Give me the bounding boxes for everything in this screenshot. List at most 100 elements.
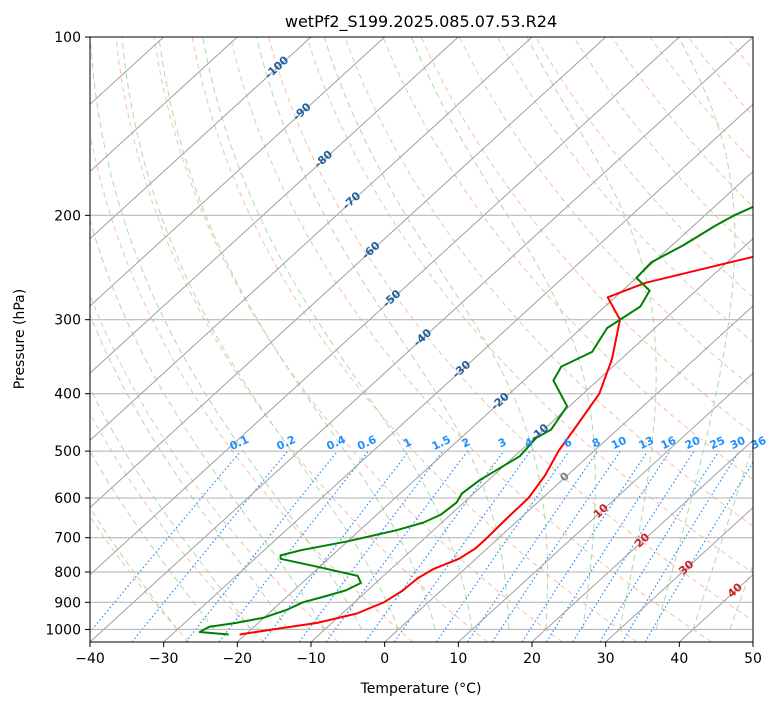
- x-tick-label: 40: [670, 651, 688, 667]
- x-tick-label: 0: [380, 651, 389, 667]
- mixing-ratio-line: [521, 450, 649, 642]
- y-axis: 100 200 300 400 500 600 700 800 900 1000: [45, 30, 90, 638]
- mixing-ratio-line: [218, 450, 369, 642]
- dry-adiabat: [611, 37, 753, 208]
- isotherm-label: -100: [262, 53, 291, 81]
- moist-adiabat: [90, 37, 363, 630]
- dry-adiabat: [649, 37, 753, 163]
- dry-adiabat: [90, 131, 414, 642]
- mixing-ratio-line: [435, 450, 570, 642]
- mixing-ratio-line: [572, 450, 695, 642]
- mixing-ratio-line: [545, 450, 671, 642]
- y-tick-label: 700: [54, 531, 81, 547]
- x-tick-label: 50: [744, 651, 762, 667]
- mixing-ratio-label: 1.5: [430, 433, 453, 453]
- y-tick-label: 300: [54, 313, 81, 329]
- y-tick-label: 100: [54, 30, 81, 46]
- isotherm-line: [457, 372, 753, 642]
- moist-adiabat: [526, 37, 657, 630]
- isotherm-line: [90, 37, 753, 642]
- dewpoint-line: [198, 205, 753, 636]
- isotherm-line: [90, 37, 459, 374]
- isotherm-line: [531, 439, 753, 642]
- mixing-ratio-label: 10: [609, 434, 629, 452]
- isotherm-line: [752, 641, 753, 642]
- mixing-ratio-line: [262, 450, 410, 642]
- isotherm-line: [90, 37, 312, 240]
- mixing-ratio-label: 20: [683, 434, 703, 452]
- mixing-ratio-line: [466, 450, 599, 642]
- isotherm-line: [163, 103, 753, 642]
- dry-adiabat: [687, 37, 753, 117]
- x-tick-label: −30: [149, 651, 179, 667]
- moist-adiabat: [411, 37, 596, 630]
- mixing-ratio-label: 8: [590, 435, 602, 450]
- mixing-ratio-line: [644, 461, 753, 642]
- moist-adiabat: [121, 37, 399, 630]
- dry-adiabat: [153, 37, 563, 642]
- moist-adiabat: [90, 313, 289, 630]
- moist-adiabat: [323, 37, 548, 630]
- dry-adiabat: [90, 293, 339, 642]
- x-tick-label: 20: [523, 651, 541, 667]
- dry-adiabat: [344, 37, 753, 527]
- mixing-ratio-label: 0.2: [275, 433, 298, 453]
- dry-adiabat: [726, 37, 753, 71]
- dry-adiabat: [90, 412, 264, 642]
- isotherm-line: [384, 305, 753, 642]
- mixing-ratio-label: 3: [496, 435, 508, 450]
- mixing-ratio-line: [621, 450, 740, 642]
- mixing-ratio-label: 13: [637, 434, 656, 452]
- chart-title: wetPf2_S199.2025.085.07.53.R24: [285, 12, 557, 32]
- mixing-ratio-label: 25: [708, 434, 727, 452]
- moist-adiabat: [655, 37, 736, 630]
- x-tick-label: 10: [449, 651, 467, 667]
- isotherm-line: [90, 37, 238, 173]
- moist-adiabat: [729, 563, 753, 630]
- mixing-ratio-label: 2: [460, 435, 472, 450]
- dry-adiabat: [90, 515, 190, 642]
- y-tick-label: 1000: [45, 622, 81, 638]
- dry-adiabat: [191, 37, 638, 642]
- y-tick-label: 400: [54, 387, 81, 403]
- y-tick-label: 900: [54, 595, 81, 611]
- y-tick-label: 600: [54, 491, 81, 507]
- dry-adiabat: [765, 37, 775, 642]
- y-tick-label: 800: [54, 565, 81, 581]
- dry-adiabat: [268, 37, 753, 622]
- x-tick-label: −20: [223, 651, 253, 667]
- dry-adiabat: [496, 37, 753, 344]
- x-tick-label: 30: [597, 651, 615, 667]
- mixing-ratio-line: [185, 450, 339, 642]
- moist-adiabat: [90, 218, 326, 630]
- mixing-ratio-label: 36: [749, 434, 769, 452]
- temperature-line: [239, 255, 753, 636]
- mixing-ratio-line: [298, 450, 444, 642]
- mixing-ratio-line: [131, 450, 289, 642]
- mixing-ratio-label: 16: [659, 434, 679, 452]
- mixing-ratio-line: [599, 450, 720, 642]
- background-lines: [90, 37, 775, 642]
- moist-adiabat: [158, 37, 436, 630]
- x-tick-label: −40: [75, 651, 105, 667]
- isotherm-line: [90, 37, 680, 576]
- isotherm-line: [605, 506, 753, 642]
- dry-adiabat: [458, 37, 753, 389]
- dry-adiabat: [306, 37, 753, 574]
- moist-adiabat: [767, 37, 775, 629]
- y-tick-label: 200: [54, 208, 81, 224]
- mixing-ratio-label: 6: [562, 435, 575, 450]
- x-axis: −40 −30 −20 −10 0 10 20 30 40 50: [75, 642, 762, 667]
- moist-adiabat: [692, 443, 753, 630]
- mixing-ratio-label: 0.1: [228, 433, 251, 453]
- plot-frame: [89, 36, 754, 643]
- mixing-ratio-line: [325, 450, 468, 642]
- isotherm-line: [310, 237, 753, 642]
- isotherm-line: [90, 37, 533, 442]
- y-tick-label: 500: [54, 444, 81, 460]
- mixing-ratio-line: [491, 450, 621, 642]
- moist-adiabat: [256, 37, 510, 630]
- x-axis-label: Temperature (°C): [360, 681, 482, 697]
- isotherm-line: [90, 37, 386, 307]
